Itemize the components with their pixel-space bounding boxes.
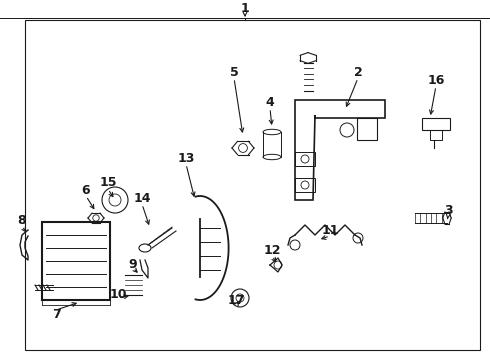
Text: 10: 10 (109, 288, 127, 302)
Bar (357, 118, 377, 140)
Text: 6: 6 (82, 184, 90, 197)
Text: 4: 4 (266, 95, 274, 108)
Text: 16: 16 (427, 73, 445, 86)
Text: 8: 8 (18, 213, 26, 226)
Bar (42, 222, 110, 300)
Text: 14: 14 (133, 192, 151, 204)
Bar (422, 118, 450, 130)
Text: 2: 2 (354, 66, 363, 78)
Ellipse shape (139, 244, 151, 252)
Text: 9: 9 (129, 258, 137, 271)
Text: 13: 13 (177, 152, 195, 165)
Text: 11: 11 (321, 224, 339, 237)
Bar (430, 130, 442, 140)
Text: 12: 12 (263, 243, 281, 256)
Text: 3: 3 (443, 203, 452, 216)
Text: 15: 15 (99, 176, 117, 189)
Bar (295, 152, 315, 166)
Text: 5: 5 (230, 66, 238, 78)
Text: 7: 7 (51, 309, 60, 321)
Text: 1: 1 (241, 1, 249, 14)
Text: 17: 17 (227, 293, 245, 306)
Bar (295, 178, 315, 192)
